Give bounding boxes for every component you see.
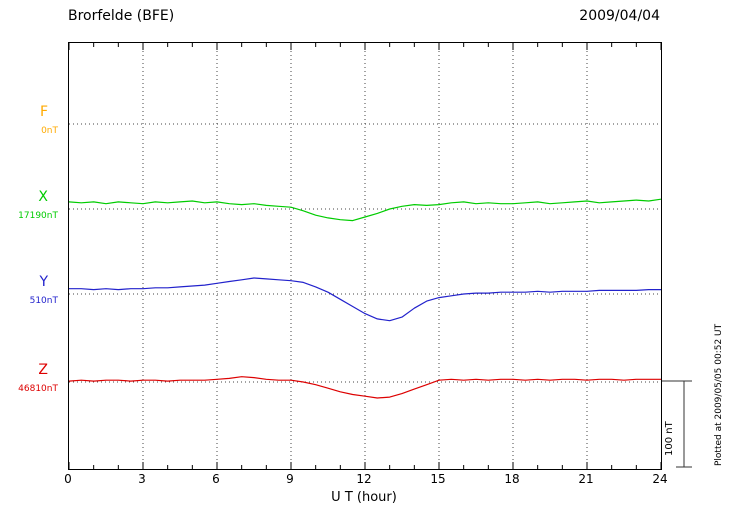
x-tick-label: 6 [212, 472, 220, 486]
station-title: Brorfelde (BFE) [68, 8, 175, 24]
x-tick-label: 0 [64, 472, 72, 486]
x-axis-title: U T (hour) [331, 490, 397, 505]
x-tick-label: 3 [138, 472, 146, 486]
x-tick-label: 15 [430, 472, 446, 486]
x-tick-label: 9 [286, 472, 294, 486]
trace-Y [69, 277, 661, 322]
x-tick-label: 18 [504, 472, 520, 486]
scale-bar-label: 100 nT [664, 421, 675, 456]
plot-area [68, 42, 662, 470]
x-tick-label: 21 [578, 472, 594, 486]
plotted-at-note: Plotted at 2009/05/05 00:52 UT [714, 323, 724, 466]
series-baseline-value-F: 0nT [41, 126, 58, 136]
trace-X [69, 198, 661, 222]
magnetogram-chart [69, 43, 661, 469]
series-label-Y: Y [39, 274, 48, 290]
x-tick-label: 12 [356, 472, 372, 486]
series-baseline-value-Y: 510nT [29, 296, 58, 306]
scale-bar [662, 380, 692, 468]
series-baseline-value-X: 17190nT [18, 211, 58, 221]
series-label-X: X [38, 189, 48, 205]
x-tick-label: 24 [652, 472, 668, 486]
trace-Z [69, 376, 661, 399]
plot-date: 2009/04/04 [579, 8, 660, 24]
series-baseline-value-Z: 46810nT [18, 384, 58, 394]
series-label-F: F [39, 104, 48, 120]
series-label-Z: Z [38, 362, 48, 378]
